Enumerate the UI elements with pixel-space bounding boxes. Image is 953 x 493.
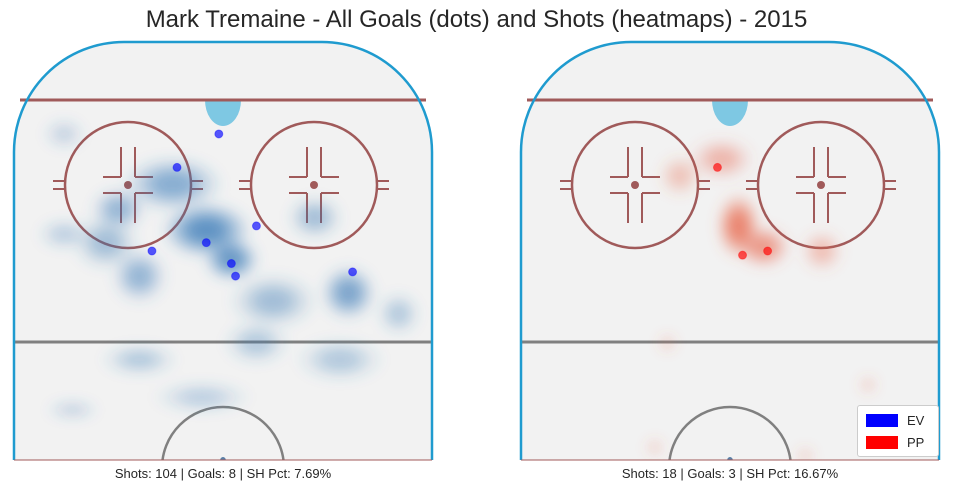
pp-rink-boards [519,40,941,460]
ev-heat-blob-11-level-5 [323,351,357,369]
ev-heat-blob-12-level-5 [124,353,155,366]
pp-heat-blob-5-level-5 [813,242,831,260]
ev-goal-point-1 [214,129,224,139]
ev-heat-blob-10-level-5 [243,334,269,352]
ev-heat-blob-2-level-5 [189,219,223,241]
pp-goal-crease [712,100,748,126]
pp-goal-point-1 [712,162,722,172]
chart-title: Mark Tremaine - All Goals (dots) and Sho… [145,6,808,33]
ev-goal-point-3 [251,221,261,231]
ev-heat-blob-5-level-5 [128,265,150,287]
ev-heat-blob-8-level-5 [337,282,359,304]
ev-goal-point-7 [231,271,241,281]
legend-label-ev: EV [907,412,925,428]
ev-heat-blob-9-level-5 [256,290,290,312]
pp-goal-point-3 [763,246,773,256]
pp-heat-blob-4-level-5 [671,167,689,185]
pp-faceoff-circle-1 [560,120,710,250]
ev-goal-point-6 [226,259,236,269]
pp-heat-blob-6-level-5 [663,338,672,348]
ev-heat-blob-14-level-5 [55,127,73,141]
legend-swatch-pp [866,435,898,449]
ev-rink-panel [12,40,434,461]
legend-item-ev: EV [866,411,924,429]
ev-goal-point-4 [201,238,211,248]
ev-heat-blob-15-level-5 [183,391,221,404]
pp-rink-panel [519,40,941,461]
ev-heatmap [41,122,417,418]
ev-goal-point-2 [172,162,182,172]
legend: EV PP [857,405,939,457]
pp-center-circle [667,405,793,460]
ev-heat-blob-16-level-5 [390,305,407,323]
legend-label-pp: PP [907,434,925,450]
ev-heat-blob-13-level-5 [53,228,75,241]
pp-goal-point-2 [738,250,748,260]
pp-heat-blob-9-level-5 [863,380,873,389]
ev-heat-blob-4-level-5 [108,200,129,218]
pp-heatmap [647,137,876,460]
ev-heat-blob-1-level-5 [154,173,192,195]
legend-item-pp: PP [866,433,924,451]
pp-heat-blob-8-level-5 [801,451,810,460]
ev-goal-crease [205,100,241,126]
ev-heat-blob-7-level-5 [304,209,326,226]
ev-goal-point-8 [348,267,358,277]
pp-heat-blob-1-level-5 [730,213,747,239]
pp-heat-blob-7-level-5 [650,443,659,452]
ev-rink-boards [12,40,434,460]
ev-heat-blob-6-level-5 [93,232,119,254]
ev-goal-point-5 [147,246,157,256]
ev-heat-blob-3-level-5 [220,250,242,268]
pp-heat-blob-3-level-5 [709,150,735,168]
ev-caption: Shots: 104 | Goals: 8 | SH Pct: 7.69% [115,466,332,481]
pp-caption: Shots: 18 | Goals: 3 | SH Pct: 16.67% [622,466,839,481]
ev-heat-blob-17-level-5 [62,405,83,415]
legend-swatch-ev [866,413,898,427]
